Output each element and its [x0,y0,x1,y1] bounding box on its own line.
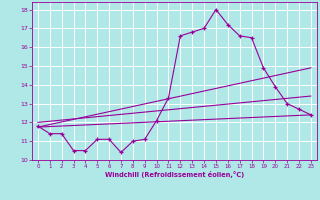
X-axis label: Windchill (Refroidissement éolien,°C): Windchill (Refroidissement éolien,°C) [105,171,244,178]
